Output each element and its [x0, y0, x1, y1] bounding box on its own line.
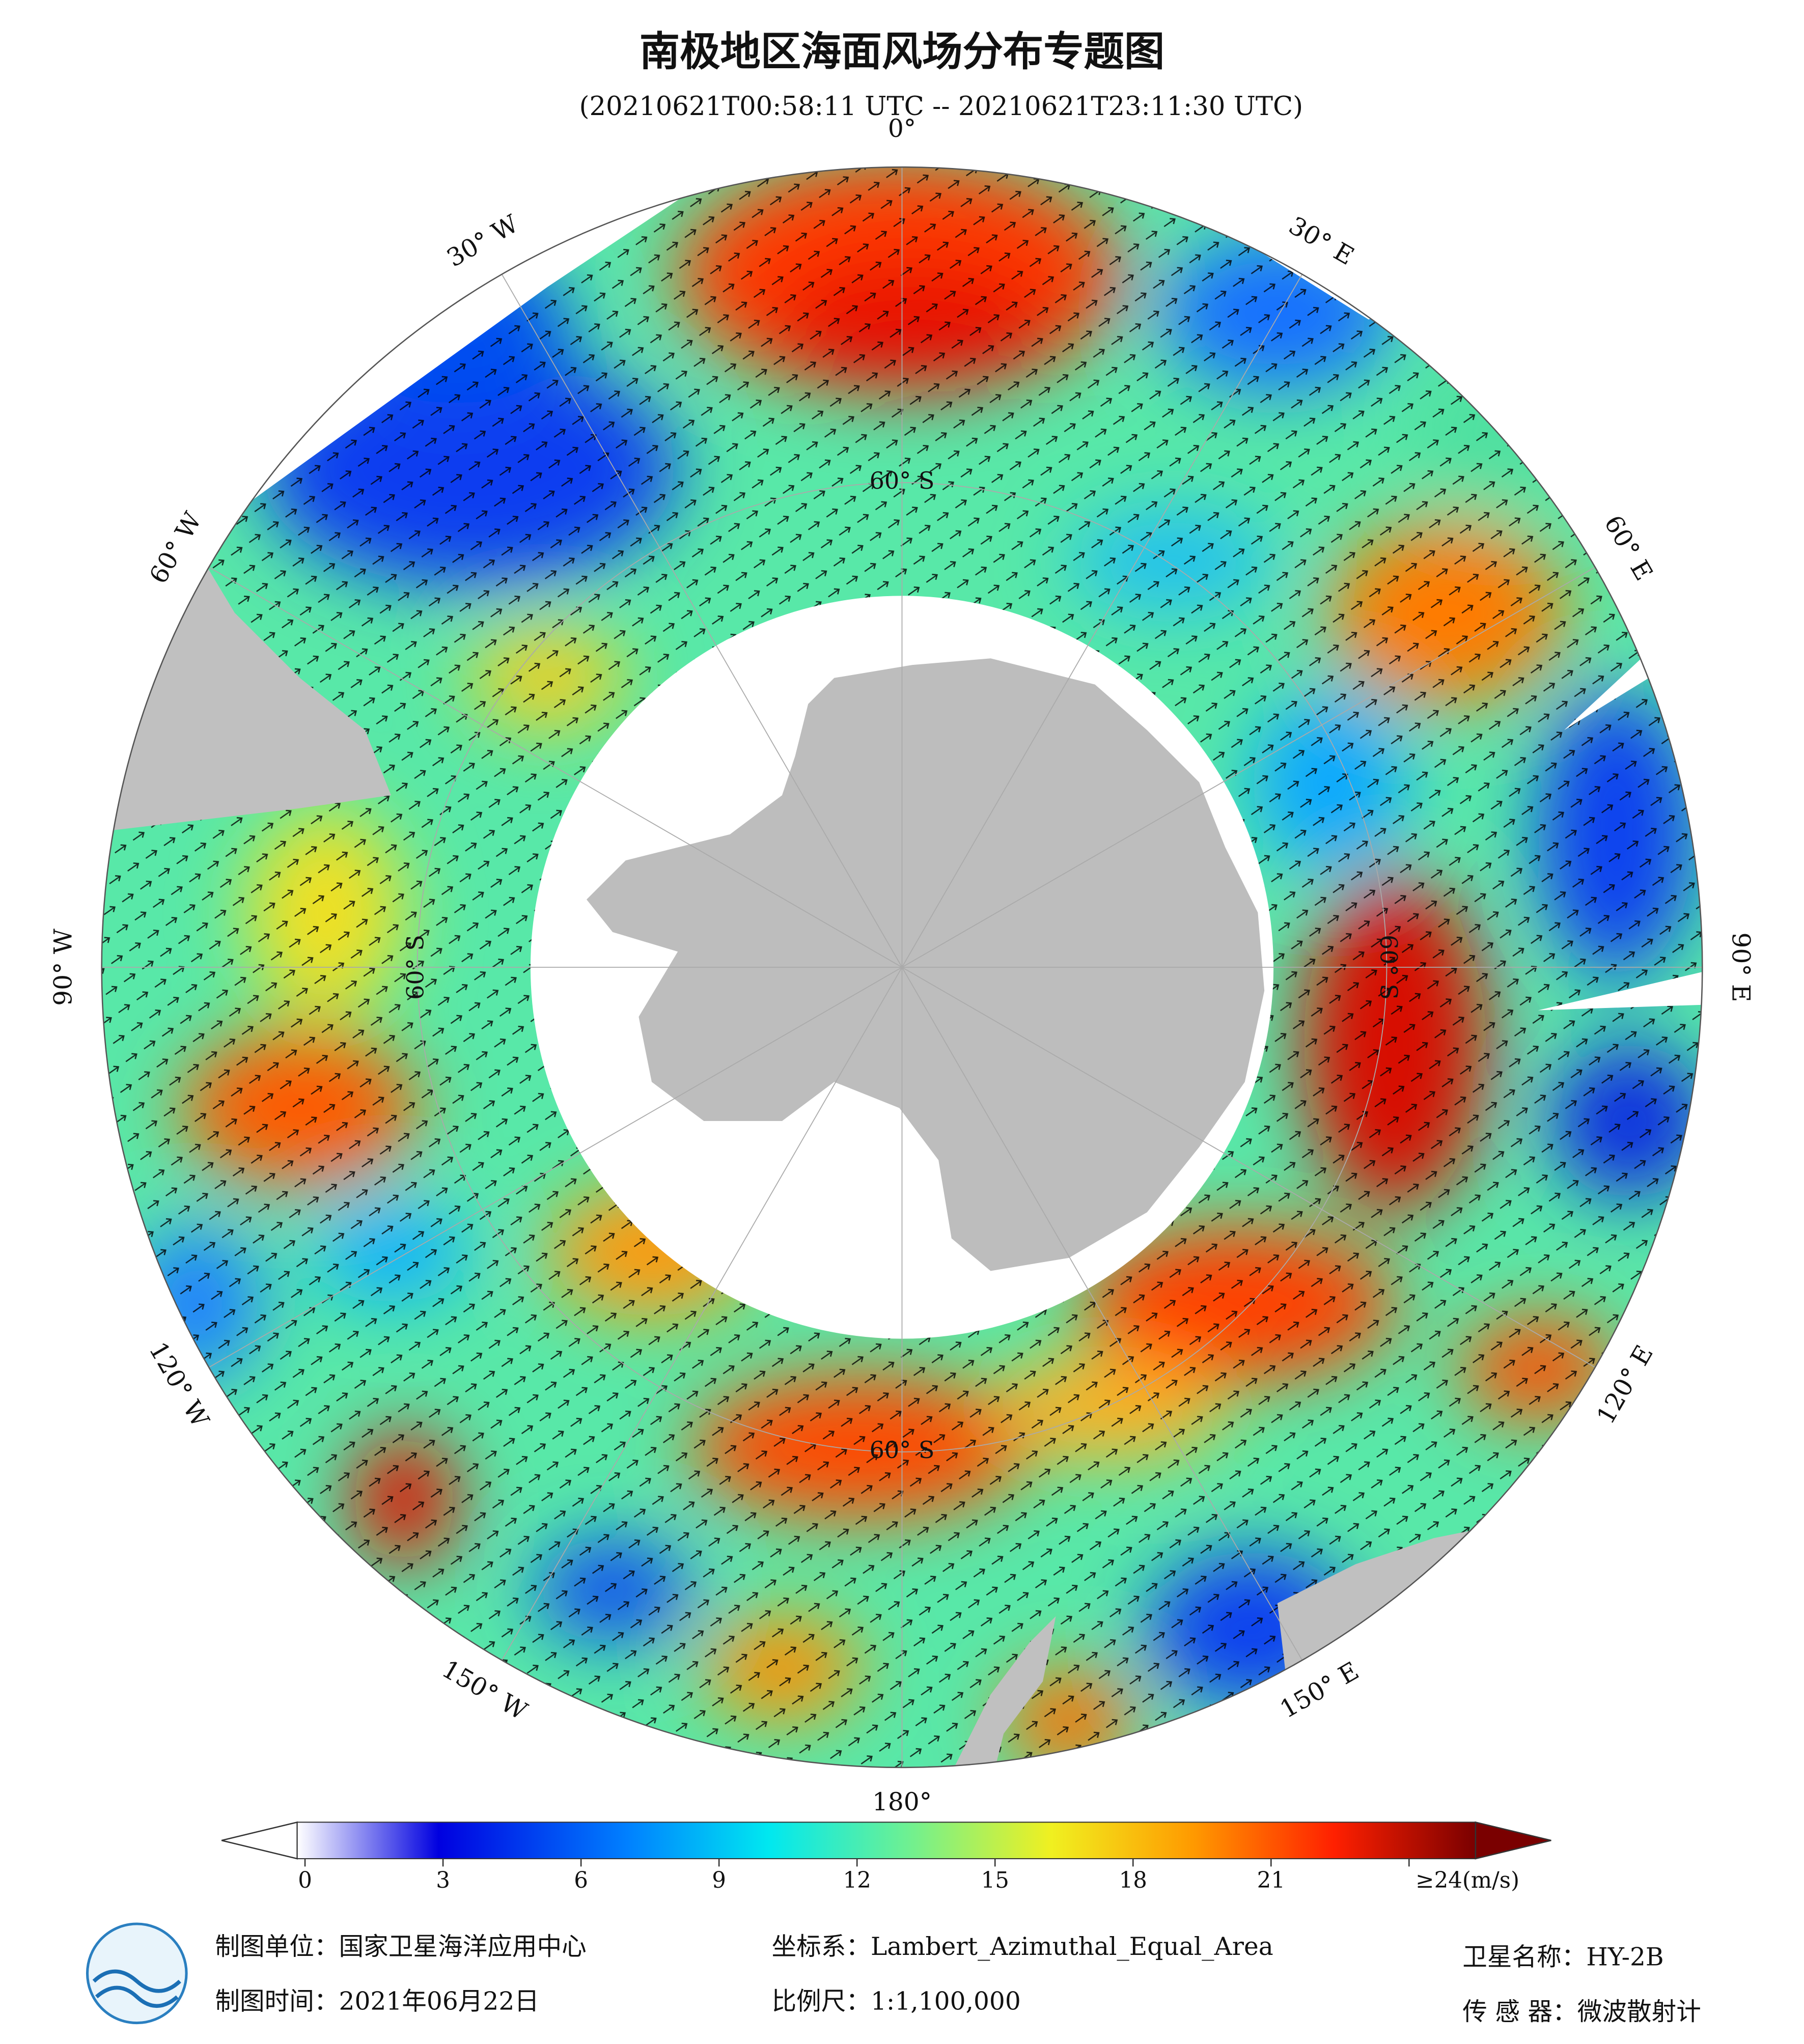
- meridian: [501, 274, 903, 968]
- colorbar-label: 18: [1119, 1868, 1147, 1893]
- meridian: [208, 567, 902, 968]
- colorbar-label: 0: [298, 1868, 312, 1893]
- colorbar: 0 3 6 9 12 15 18 21 ≥24(m/s): [221, 1821, 1551, 1893]
- meridian: [501, 967, 903, 1661]
- colorbar-label: 15: [981, 1868, 1009, 1893]
- colorbar-label: 21: [1257, 1868, 1285, 1893]
- colorbar-label: ≥24(m/s): [1416, 1868, 1519, 1893]
- lon-label: 180°: [872, 1788, 932, 1816]
- meridian: [902, 967, 1596, 1368]
- producer: 制图单位：国家卫星海洋应用中心: [215, 1933, 586, 1961]
- meridian: [902, 567, 1596, 968]
- map-frame: [101, 166, 1703, 1769]
- colorbar-label: 6: [574, 1868, 588, 1893]
- lon-label: 60° E: [1598, 511, 1658, 585]
- lon-label: 30° W: [442, 209, 523, 272]
- meridian: [901, 967, 1303, 1661]
- scale: 比例尺：1:1,100,000: [772, 1987, 1021, 2016]
- colorbar-label: 3: [436, 1868, 450, 1893]
- lon-label: 90° W: [49, 929, 77, 1006]
- colorbar-label: 9: [712, 1868, 726, 1893]
- graticule: [101, 167, 1703, 1768]
- logo: [86, 1922, 188, 2025]
- date: 制图时间：2021年06月22日: [215, 1987, 539, 2016]
- antarctica: [586, 658, 1265, 1271]
- colorbar-ramp: [296, 1822, 1476, 1860]
- sensor: 传 感 器：微波散射计: [1462, 1998, 1701, 2026]
- lat-label: 60° S: [870, 467, 935, 494]
- meridian: [208, 967, 902, 1368]
- lat-label: 60° S: [1375, 935, 1402, 1000]
- lon-label: 90° E: [1727, 932, 1755, 1002]
- crs: 坐标系：Lambert_Azimuthal_Equal_Area: [772, 1933, 1273, 1961]
- lat-label: 60° S: [870, 1436, 935, 1464]
- subtitle: (20210621T00:58:11 UTC -- 20210621T23:11…: [579, 91, 1303, 122]
- over-arrow: [1475, 1821, 1551, 1860]
- meridian: [901, 274, 1303, 968]
- lon-label: 30° E: [1284, 211, 1359, 271]
- colorbar-label: 12: [843, 1868, 871, 1893]
- under-arrow: [221, 1821, 298, 1860]
- wind-field: [101, 167, 1703, 1768]
- parallel: [417, 482, 1387, 1452]
- lon-label: 0°: [888, 115, 916, 143]
- title: 南极地区海面风场分布专题图: [640, 27, 1164, 75]
- new-zealand: [951, 1616, 1056, 1768]
- lon-label: 60° W: [144, 508, 207, 589]
- satellite: 卫星名称：HY-2B: [1462, 1943, 1663, 1972]
- lat-label: 60° S: [402, 935, 429, 1000]
